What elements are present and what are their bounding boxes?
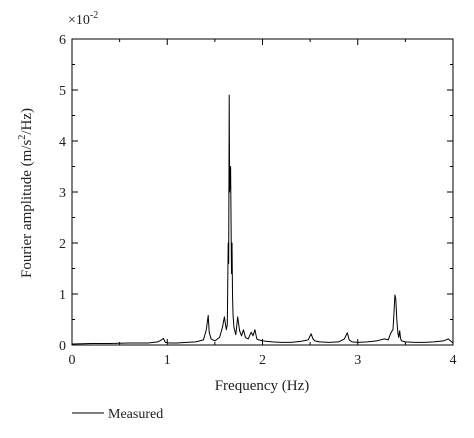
series-layer [71,94,454,345]
x-tick-label: 0 [69,353,76,368]
legend: Measured [72,407,163,422]
y-axis-title-tail: /Hz) [19,108,35,135]
y-tick-label: 5 [59,84,66,99]
y-tick-label: 0 [59,339,66,354]
x-tick-label: 2 [259,353,266,368]
x-axis-title: Frequency (Hz) [215,378,310,394]
x-tick-label: 3 [354,353,361,368]
y-multiplier-base: ×10 [68,13,90,28]
y-tick-label: 1 [59,288,66,303]
y-tick-label: 4 [59,135,66,150]
labels-layer: 0 1 2 3 4 0 1 2 3 4 5 6 [59,33,457,368]
series-line-measured [71,94,454,345]
y-axis-title-sup: 2 [17,135,28,140]
x-tick-label: 1 [164,353,171,368]
y-multiplier-exponent: -2 [90,10,98,21]
y-tick-label: 3 [59,186,66,201]
legend-label-measured: Measured [108,407,163,422]
y-tick-label: 2 [59,237,66,252]
y-axis-title: Fourier amplitude (m/s2/Hz) [17,108,35,278]
x-tick-label: 4 [450,353,457,368]
y-multiplier-label: ×10-2 [68,10,98,28]
y-tick-label: 6 [59,33,66,48]
y-axis-title-main: Fourier amplitude (m/s [19,140,35,278]
